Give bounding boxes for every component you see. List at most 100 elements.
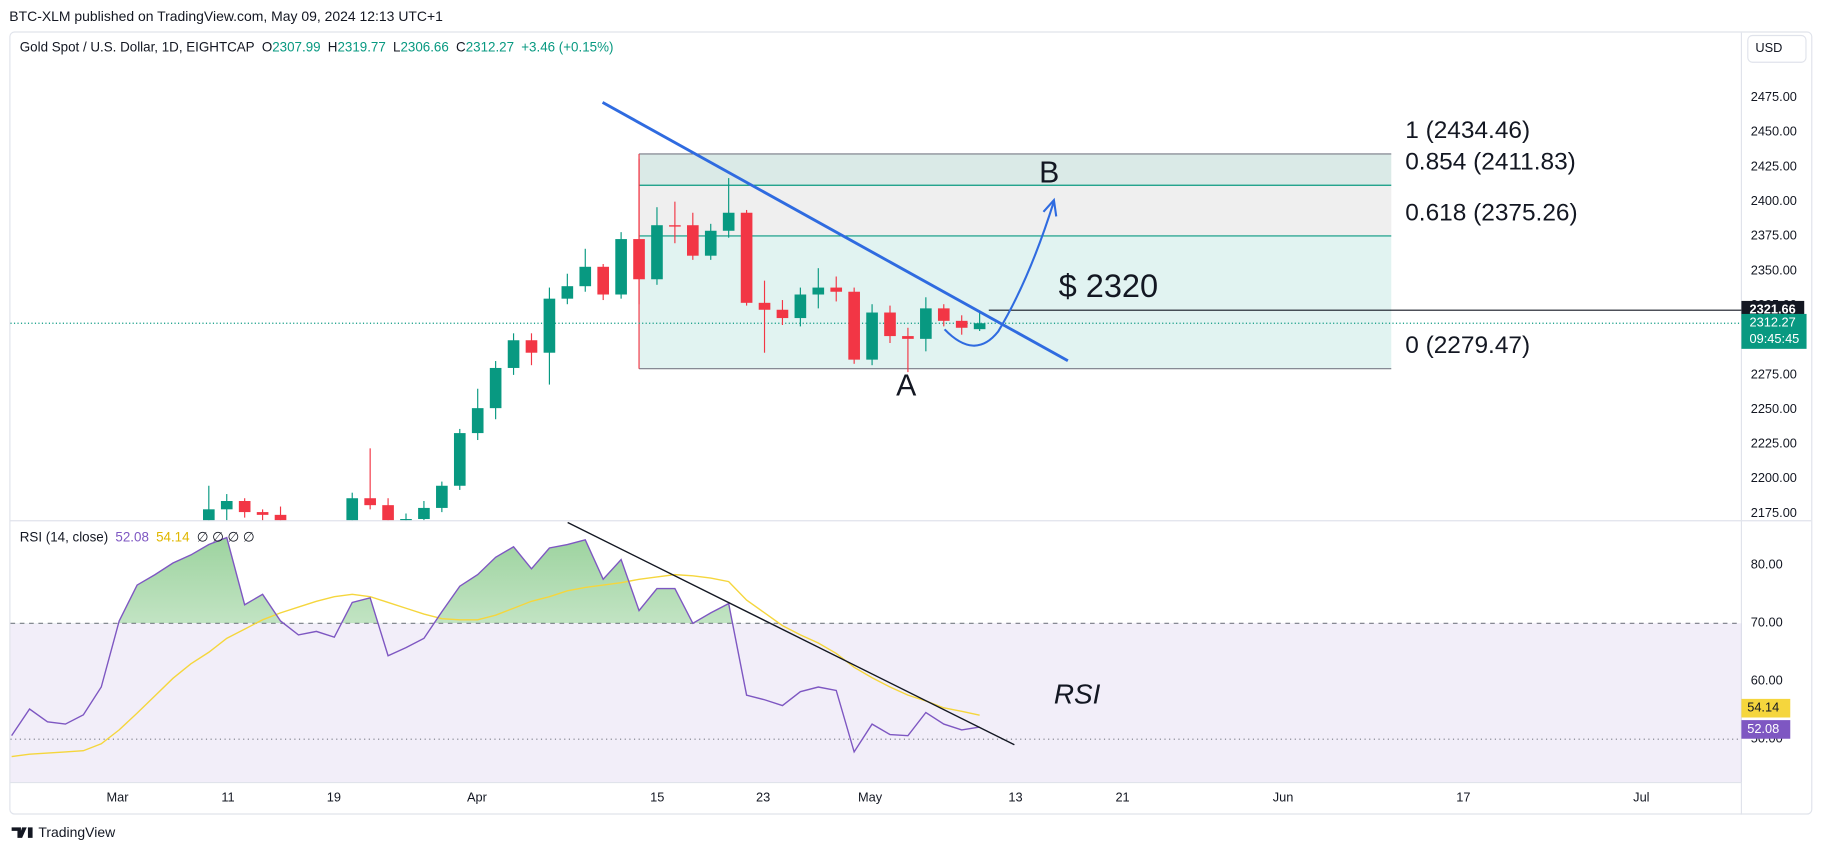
candle-body [418,507,430,520]
rsi-value: 52.08 [115,529,148,544]
drawings: B A $ 2320 [601,101,1158,403]
candle-body [633,239,645,280]
candle-body [203,509,215,521]
last-price-tag [1741,313,1807,349]
candle-body [794,294,807,319]
candle-body [579,266,592,287]
change: +3.46 (+0.15%) [521,39,613,54]
candle-body [436,485,448,508]
candle-body [884,312,896,337]
x-tick-label: 17 [1456,790,1470,805]
rsi-ma-value: 54.14 [156,529,190,544]
overlay: 2175.002200.002225.002250.002275.002300.… [106,89,1807,805]
ohlc-key: O [262,39,272,54]
candle-body [740,212,753,303]
y-tick-label: 80.00 [1751,557,1783,572]
rsi-line [11,536,980,754]
trend-line [601,101,1069,363]
ohlc-key: H [328,39,338,54]
y-tick-label: 2175.00 [1751,505,1797,520]
y-tick-label: 2400.00 [1751,193,1797,208]
rsi-pane [10,536,1742,783]
y-tick-label: 70.00 [1751,615,1783,630]
rsi-title: RSI (14, close) [20,529,108,544]
rsi-drawings: RSI [567,521,1101,746]
y-tick-label: 60.00 [1751,673,1783,688]
candle-body [704,230,717,256]
chart-frame [9,31,1813,815]
candle-body [382,505,394,521]
rsi-line [11,573,980,758]
candle-body [364,498,376,506]
ohlc-value: 2306.66 [400,39,448,54]
candle-body [830,287,843,292]
rsi-legend: RSI (14, close) 52.08 54.14 ∅ ∅ ∅ ∅ [20,529,255,544]
x-tick-label: Jul [1633,790,1649,805]
projection-arrow [943,201,1055,347]
rsi-tag [1741,720,1791,739]
overbought-fill [118,537,733,624]
x-tick-label: May [858,790,883,805]
candle-body [346,498,359,521]
y-tick-label: 2200.00 [1751,470,1797,485]
y-tick-label: 2475.00 [1751,89,1797,104]
candle-body [256,512,269,515]
y-tick-label: 2225.00 [1751,436,1797,451]
last-price-label: 2312.27 [1750,315,1796,330]
candle-body [866,312,878,360]
x-tick-label: 19 [327,790,341,805]
fib-label: 0.854 (2411.83) [1405,149,1576,176]
candle-body [471,408,484,434]
candle-body [238,500,251,513]
symbol: Gold Spot / U.S. Dollar, 1D, EIGHTCAP [20,39,255,54]
tv-logo [11,827,33,838]
countdown: 09:45:45 [1750,331,1800,346]
candle-body [848,291,860,360]
candle-body [937,308,950,321]
candle-body [543,298,556,353]
rsi-extra: ∅ ∅ ∅ ∅ [197,529,255,544]
x-tick-label: 23 [756,790,770,805]
fib-label: 1 (2434.46) [1405,117,1530,144]
ohlc-value: 2319.77 [337,39,385,54]
rsi-annotation: RSI [1054,678,1101,709]
x-tick-label: Jun [1273,790,1294,805]
candle-body [561,286,574,299]
candle-body [902,336,914,339]
y-tick-label: 2450.00 [1751,124,1797,139]
y-tick-label: 2250.00 [1751,401,1797,416]
candle-body [489,367,502,409]
candle-body [651,225,663,280]
candle-body [669,225,681,227]
x-tick-label: 11 [221,790,234,805]
ohlc-key: C [456,39,466,54]
y-tick-label: 2375.00 [1751,228,1797,243]
x-tick-label: 13 [1008,790,1022,805]
rsi-tag [1741,698,1791,718]
candle-body [758,302,771,310]
candle-body [597,266,610,295]
rsi-band [10,623,1742,783]
candle-body [955,320,968,328]
candle-body [973,323,986,330]
fib-zone [639,153,1392,186]
ohlc-value: 2307.99 [272,39,320,54]
x-tick-label: 21 [1115,790,1129,805]
symbol-legend: Gold Spot / U.S. Dollar, 1D, EIGHTCAP O2… [20,39,614,54]
y-tick-label: 2275.00 [1751,366,1797,381]
y-tick-label: 2425.00 [1751,158,1797,173]
ohlc-value: 2312.27 [466,39,514,54]
currency-button[interactable] [1747,34,1807,63]
x-tick-label: Mar [106,790,129,805]
rsi-tag-label: 52.08 [1747,721,1779,736]
arrow-head [1042,197,1058,217]
footer-brand: TradingView [38,824,116,840]
candle-body [525,340,538,353]
x-tick-label: 15 [650,790,664,805]
candle-body [274,514,287,521]
y-tick-label: 2350.00 [1751,262,1797,277]
candle-body [220,500,233,510]
candle-body [615,239,627,295]
